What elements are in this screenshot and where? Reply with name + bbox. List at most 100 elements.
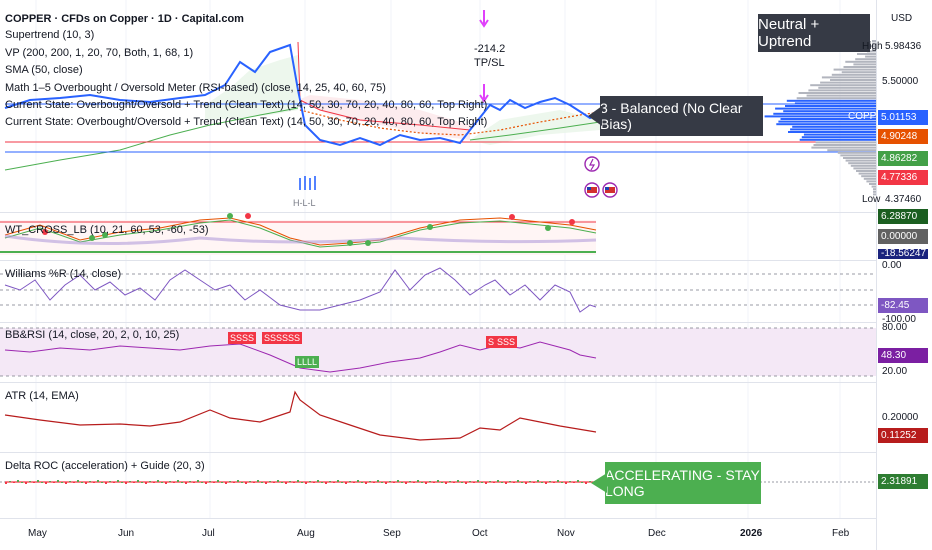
- delta-bar: [421, 482, 423, 483]
- volume-profile-bar: [871, 185, 876, 188]
- legend-supertrend[interactable]: Supertrend (10, 3): [5, 29, 95, 41]
- delta-bar: [501, 482, 503, 483]
- time-axis-label: Aug: [297, 528, 315, 539]
- delta-bar: [553, 482, 555, 483]
- delta-bar: [529, 481, 531, 482]
- delta-bar: [37, 480, 39, 482]
- delta-bar: [125, 482, 127, 484]
- time-axis-label: Feb: [832, 528, 850, 539]
- legend-state-1[interactable]: Current State: Overbought/Oversold + Tre…: [5, 99, 488, 111]
- atr-tick: 0.20000: [882, 412, 919, 423]
- volume-profile: [764, 40, 876, 196]
- pane-separator[interactable]: [0, 518, 876, 519]
- wt-cross-dot: [365, 240, 371, 246]
- volume-profile-bar: [815, 141, 876, 144]
- time-axis[interactable]: May Jun Jul Aug Sep Oct Nov Dec 2026 Feb: [0, 520, 876, 550]
- delta-bar: [165, 482, 167, 484]
- delta-bar: [53, 482, 55, 483]
- accelerating-badge: ACCELERATING - STAY LONG: [605, 462, 761, 504]
- volume-profile-bar: [872, 42, 876, 45]
- legend-state-2[interactable]: Current State: Overbought/Oversold + Tre…: [5, 116, 488, 128]
- legend-atr[interactable]: ATR (14, EMA): [5, 390, 79, 402]
- delta-pane: [0, 480, 876, 484]
- legend-williams[interactable]: Williams %R (14, close): [5, 268, 122, 280]
- time-axis-label: Sep: [383, 528, 401, 539]
- delta-bar: [181, 482, 183, 483]
- delta-bar: [197, 480, 199, 482]
- price-tick: 5.50000: [882, 76, 919, 87]
- tpsl-label: TP/SL: [474, 57, 505, 69]
- down-arrow-icon-2: [479, 84, 489, 103]
- chart-title[interactable]: COPPER · CFDs on Copper · 1D · Capital.c…: [5, 13, 244, 25]
- pane-separator[interactable]: [0, 382, 876, 383]
- volume-profile-bar: [806, 94, 876, 97]
- legend-sma[interactable]: SMA (50, close): [5, 64, 83, 76]
- delta-bar: [469, 481, 471, 482]
- high-value: 5.98436: [885, 41, 922, 52]
- volume-profile-bar: [783, 110, 876, 113]
- volume-profile-bar: [855, 58, 876, 61]
- delta-bar: [41, 482, 43, 483]
- volume-profile-bar: [873, 188, 876, 191]
- delta-bar: [493, 482, 495, 483]
- legend-bbrsi[interactable]: BB&RSI (14, close, 20, 2, 0, 10, 25): [5, 329, 180, 341]
- badge-pointer: [588, 106, 602, 126]
- time-axis-label: Jul: [202, 528, 215, 539]
- volume-profile-bar: [865, 55, 876, 58]
- delta-bar: [89, 481, 91, 482]
- wt-pane: [0, 213, 597, 255]
- volume-profile-bar: [788, 131, 876, 133]
- delta-bar: [105, 482, 107, 484]
- delta-bar: [581, 482, 583, 483]
- delta-bar: [349, 481, 351, 482]
- volume-profile-bar: [869, 183, 876, 185]
- delta-bar: [285, 482, 287, 484]
- delta-bar: [141, 482, 143, 483]
- delta-bar: [565, 482, 567, 484]
- delta-bar: [585, 482, 587, 484]
- volume-profile-bar: [873, 190, 876, 193]
- delta-bar: [385, 482, 387, 484]
- wt-cross-dot: [347, 240, 353, 246]
- pane-separator[interactable]: [0, 212, 876, 213]
- delta-bar: [145, 482, 147, 484]
- volume-profile-bar: [764, 115, 876, 118]
- price-axis[interactable]: USD: [876, 0, 932, 550]
- legend-vp[interactable]: VP (200, 200, 1, 20, 70, Both, 1, 68, 1): [5, 47, 194, 59]
- delta-bar: [253, 482, 255, 483]
- delta-bar: [545, 482, 547, 484]
- delta-bar: [237, 480, 239, 482]
- pane-separator[interactable]: [0, 452, 876, 453]
- legend-wt-cross[interactable]: WT_CROSS_LB (10, 21, 60, 53, -60, -53): [5, 224, 209, 236]
- legend-delta-roc[interactable]: Delta ROC (acceleration) + Guide (20, 3): [5, 460, 205, 472]
- delta-bar: [273, 482, 275, 483]
- delta-bar: [397, 480, 399, 482]
- pane-separator[interactable]: [0, 260, 876, 261]
- delta-bar: [353, 482, 355, 483]
- delta-bar: [337, 480, 339, 482]
- volume-profile-bar: [873, 193, 876, 196]
- volume-profile-bar: [840, 154, 876, 157]
- delta-bar: [465, 482, 467, 484]
- delta-bar: [561, 482, 563, 483]
- legend-math-meter[interactable]: Math 1–5 Overbought / Oversold Meter (RS…: [5, 82, 386, 94]
- low-value: 4.37460: [885, 194, 922, 205]
- delta-bar: [157, 480, 159, 482]
- delta-bar: [341, 482, 343, 483]
- delta-bar: [489, 481, 491, 482]
- pane-separator[interactable]: [0, 322, 876, 323]
- delta-bar: [161, 482, 163, 483]
- volume-profile-bar: [813, 144, 876, 146]
- delta-bar: [289, 481, 291, 482]
- delta-bar: [485, 482, 487, 484]
- currency-label[interactable]: USD: [891, 13, 913, 24]
- delta-bar: [297, 480, 299, 482]
- volume-profile-bar: [773, 112, 876, 115]
- delta-bar: [69, 481, 71, 482]
- delta-bar: [61, 482, 63, 483]
- delta-bar: [21, 482, 23, 483]
- volume-profile-bar: [790, 128, 876, 131]
- copper-price-tag: 5.01153: [878, 110, 928, 125]
- williams-line: [4, 267, 597, 313]
